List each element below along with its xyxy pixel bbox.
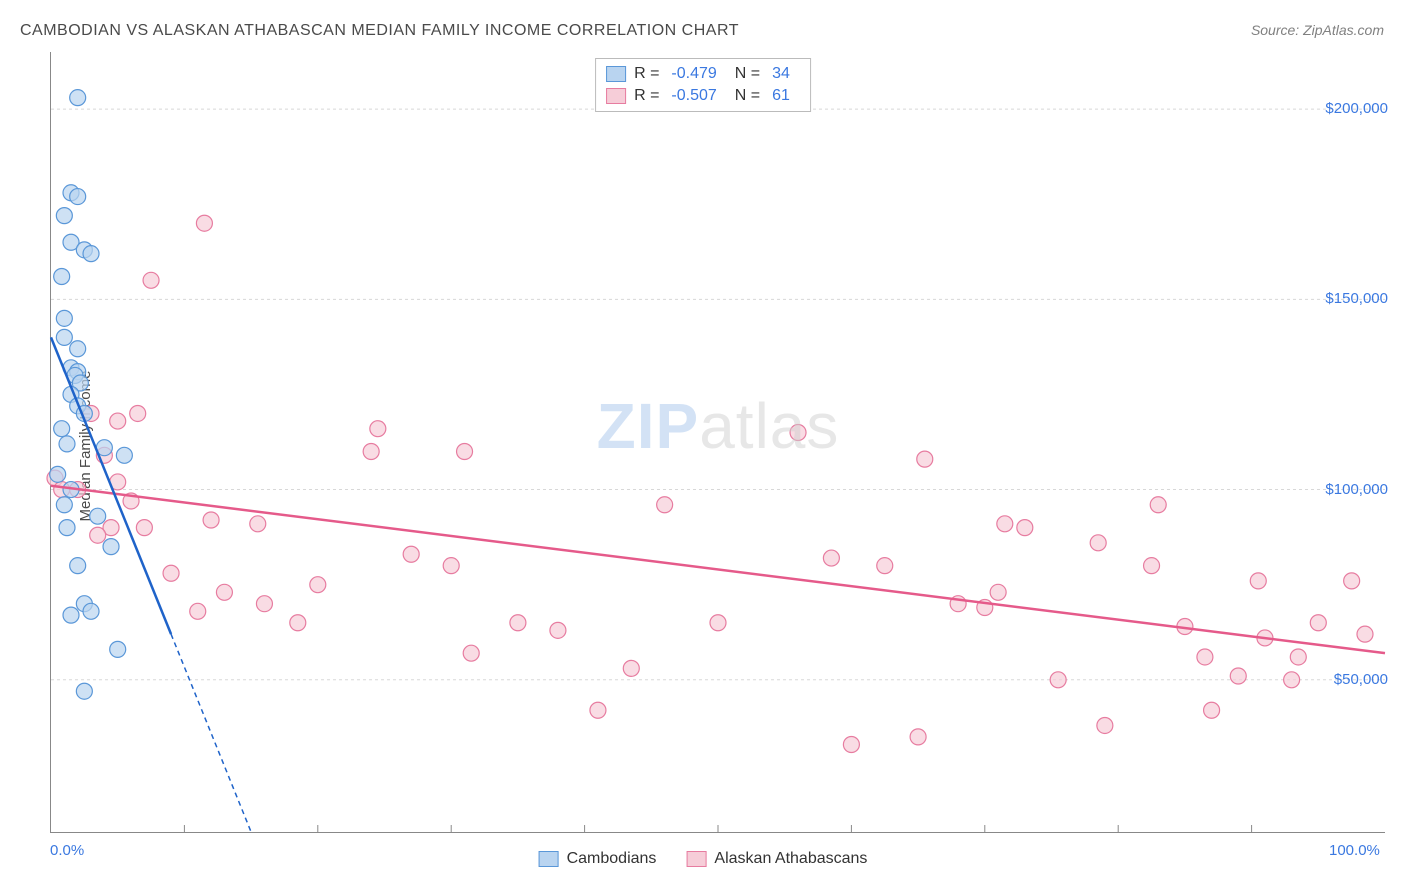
r-label: R = [634,63,659,85]
legend-swatch [606,88,626,104]
chart-svg [51,52,1385,832]
legend-swatch [539,851,559,867]
legend-label: Alaskan Athabascans [714,850,867,868]
legend-item: Alaskan Athabascans [686,850,867,868]
legend-row: R = -0.507 N = 61 [606,85,800,107]
r-label: R = [634,85,659,107]
chart-title: CAMBODIAN VS ALASKAN ATHABASCAN MEDIAN F… [20,22,739,40]
legend-swatch [606,66,626,82]
plot-area: ZIPatlas [50,52,1385,833]
correlation-legend: R = -0.479 N = 34 R = -0.507 N = 61 [595,58,811,112]
n-label: N = [735,85,760,107]
y-tick-label: $100,000 [1325,481,1388,498]
x-tick-max: 100.0% [1329,842,1380,859]
n-value: 34 [772,63,790,85]
r-value: -0.479 [671,63,716,85]
source-value: ZipAtlas.com [1303,22,1384,38]
y-tick-label: $150,000 [1325,290,1388,307]
source-label: Source: [1251,22,1299,38]
legend-swatch [686,851,706,867]
n-value: 61 [772,85,790,107]
y-tick-label: $200,000 [1325,100,1388,117]
x-tick-min: 0.0% [50,842,84,859]
legend-row: R = -0.479 N = 34 [606,63,800,85]
n-label: N = [735,63,760,85]
y-tick-label: $50,000 [1334,671,1388,688]
legend-item: Cambodians [539,850,657,868]
legend-label: Cambodians [567,850,657,868]
r-value: -0.507 [671,85,716,107]
source-citation: Source: ZipAtlas.com [1251,22,1384,38]
series-legend: Cambodians Alaskan Athabascans [539,850,868,868]
